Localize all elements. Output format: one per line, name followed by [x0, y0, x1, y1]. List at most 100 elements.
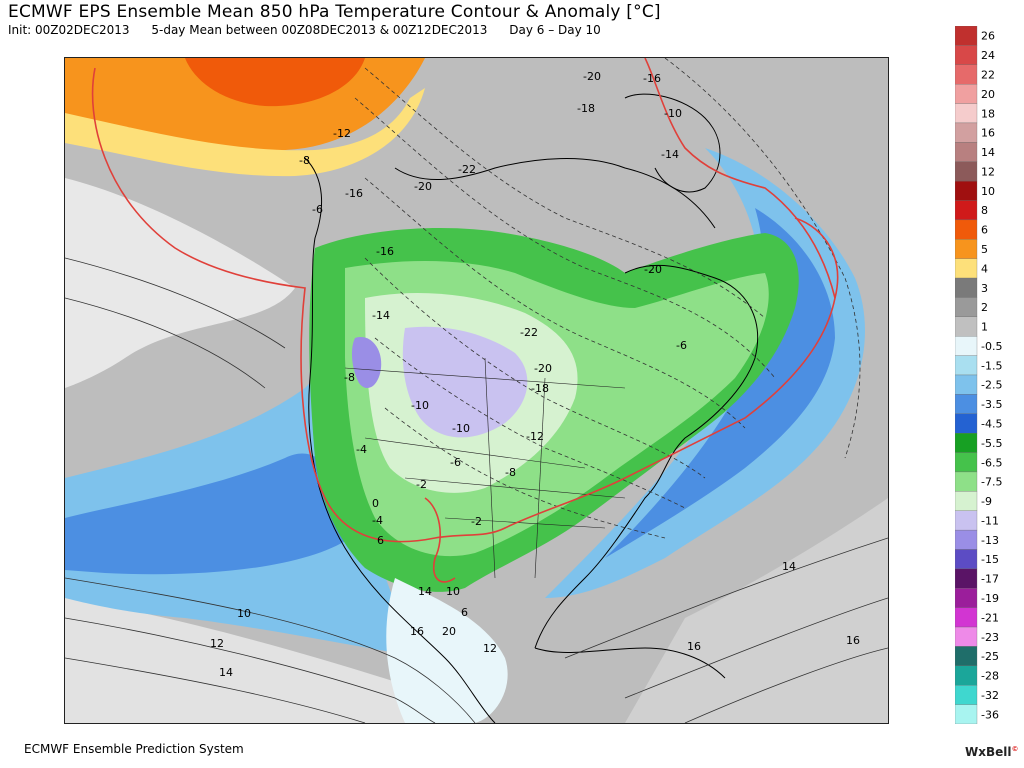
contour-label: -6	[312, 203, 323, 216]
contour-label: -12	[333, 127, 351, 140]
legend-swatch	[955, 239, 978, 259]
legend-swatch	[955, 626, 978, 647]
legend-label: -23	[981, 631, 999, 644]
legend-label: -32	[981, 689, 999, 702]
light-anomaly-south	[65, 598, 445, 723]
continental-cold-purple-core	[351, 337, 382, 389]
contour-label: -20	[414, 180, 432, 193]
legend-swatch	[955, 180, 978, 201]
contour-label: -8	[505, 466, 516, 479]
legend-label: 6	[981, 224, 988, 237]
contour-label: -10	[664, 107, 682, 120]
contour-label: -2	[416, 478, 427, 491]
brand-logo: WxBell©	[965, 745, 1019, 759]
legend-swatch	[955, 200, 978, 221]
warm-contours	[65, 257, 888, 723]
contour-label: 16	[846, 634, 860, 647]
legend-swatch	[955, 510, 978, 531]
contour-label: -10	[411, 399, 429, 412]
legend-label: 5	[981, 243, 988, 256]
legend-swatch	[955, 277, 978, 298]
legend-swatch	[955, 471, 978, 492]
map-subtitle: Init: 00Z02DEC2013 5-day Mean between 00…	[8, 23, 619, 37]
light-anomaly-west	[65, 178, 295, 388]
legend-swatch	[955, 336, 978, 356]
contour-label: 14	[782, 560, 796, 573]
contour-label: -8	[299, 154, 310, 167]
legend-swatch	[955, 103, 978, 124]
contour-label: -16	[643, 72, 661, 85]
contour-label: -16	[376, 245, 394, 258]
pacific-cold-core	[65, 453, 350, 575]
contour-label: 20	[442, 625, 456, 638]
legend-label: -19	[981, 592, 999, 605]
contour-label: -4	[372, 514, 383, 527]
legend-label: 20	[981, 88, 995, 101]
legend-swatch	[955, 607, 978, 628]
legend-label: -4.5	[981, 417, 1002, 430]
legend-label: -17	[981, 573, 999, 586]
contour-label: 10	[446, 585, 460, 598]
legend-swatch	[955, 142, 978, 162]
init-time: Init: 00Z02DEC2013	[8, 23, 130, 37]
brand-name: WxBell	[965, 745, 1012, 759]
legend-swatch	[955, 219, 978, 240]
legend-label: -25	[981, 650, 999, 663]
legend-swatch	[955, 568, 978, 589]
legend-label: 26	[981, 30, 995, 43]
contour-label: -2	[471, 515, 482, 528]
contour-label: -20	[644, 263, 662, 276]
cold-contours	[354, 58, 861, 539]
warm-anomaly-core	[185, 58, 365, 107]
legend-label: 3	[981, 282, 988, 295]
legend-swatch	[955, 355, 978, 376]
legend-label: -7.5	[981, 476, 1002, 489]
legend-label: -3.5	[981, 398, 1002, 411]
legend-label: -0.5	[981, 340, 1002, 353]
contour-label: -6	[450, 456, 461, 469]
legend-swatch	[955, 685, 978, 705]
contour-label: -6	[676, 339, 687, 352]
data-source: ECMWF Ensemble Prediction System	[24, 742, 244, 756]
contour-label: -20	[583, 70, 601, 83]
contour-label: 6	[461, 606, 468, 619]
legend-swatch	[955, 529, 978, 550]
forecast-days: Day 6 – Day 10	[509, 23, 601, 37]
legend-swatch	[955, 452, 978, 473]
warm-anomaly-edge	[65, 88, 425, 177]
legend-swatch	[955, 704, 978, 724]
legend-swatch	[955, 84, 978, 104]
legend-swatch	[955, 491, 978, 511]
legend-swatch	[955, 161, 978, 182]
legend-swatch	[955, 394, 978, 414]
contour-label: -16	[345, 187, 363, 200]
legend-label: -6.5	[981, 456, 1002, 469]
freezing-isotherm	[91, 58, 839, 583]
contour-label: 12	[210, 637, 224, 650]
legend-label: 22	[981, 68, 995, 81]
legend-label: 18	[981, 107, 995, 120]
contour-label: 16	[410, 625, 424, 638]
legend-swatch	[955, 26, 978, 46]
continental-cold-purple	[402, 326, 528, 438]
contour-label: -10	[452, 422, 470, 435]
legend-label: -5.5	[981, 437, 1002, 450]
legend-label: -1.5	[981, 359, 1002, 372]
political-borders	[344, 357, 626, 579]
contour-label: 12	[483, 642, 497, 655]
contour-label: -22	[458, 163, 476, 176]
legend-label: -28	[981, 670, 999, 683]
legend-swatch	[955, 122, 978, 143]
legend-label: -2.5	[981, 379, 1002, 392]
legend-swatch	[955, 45, 978, 65]
contour-label: 14	[219, 666, 233, 679]
legend-label: -13	[981, 534, 999, 547]
legend-label: 8	[981, 204, 988, 217]
contour-label: 10	[237, 607, 251, 620]
legend-swatch	[955, 588, 978, 608]
legend-label: -9	[981, 495, 992, 508]
legend-label: -15	[981, 553, 999, 566]
contour-label: -12	[526, 430, 544, 443]
legend-swatch	[955, 374, 978, 395]
legend-label: 10	[981, 185, 995, 198]
